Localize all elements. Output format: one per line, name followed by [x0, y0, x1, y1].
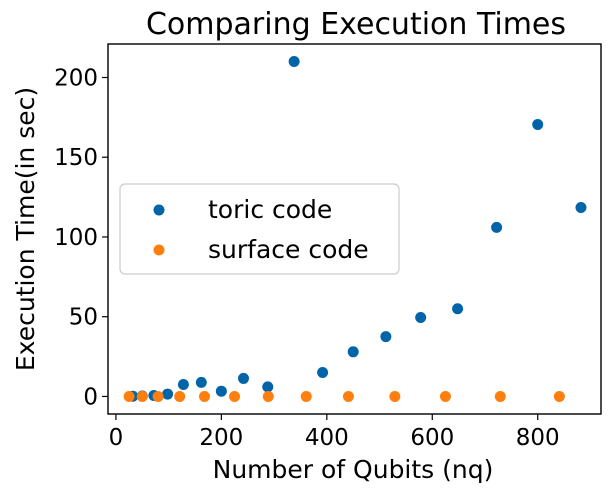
y-tick-label: 0	[83, 384, 98, 410]
data-point	[439, 390, 451, 402]
data-point	[491, 221, 503, 233]
plot-frame	[107, 43, 602, 415]
x-tick-label: 400	[305, 425, 349, 451]
data-point	[123, 390, 135, 402]
data-point	[238, 372, 250, 384]
legend-marker-surface-code	[153, 244, 165, 256]
x-axis-title: Number of Qubits (nq)	[213, 455, 494, 484]
x-tick-label: 200	[199, 425, 243, 451]
data-point	[198, 390, 210, 402]
data-point	[162, 388, 174, 400]
legend-label-surface-code: surface code	[208, 235, 369, 264]
series-layer	[123, 56, 587, 402]
data-point	[177, 378, 189, 390]
data-point	[136, 390, 148, 402]
data-point	[389, 390, 401, 402]
legend-label-toric-code: toric code	[208, 195, 332, 224]
data-point	[575, 201, 587, 213]
y-tick-label: 200	[54, 65, 98, 91]
data-point	[262, 381, 274, 393]
y-tick-label: 150	[54, 145, 98, 171]
x-axis-ticks: 0 200 400 600 800	[109, 414, 560, 451]
legend: toric code surface code	[119, 183, 400, 275]
data-point	[532, 119, 544, 131]
chart-title: Comparing Execution Times	[146, 7, 566, 42]
legend-marker-toric-code	[153, 204, 165, 216]
data-point	[288, 56, 300, 68]
data-point	[300, 390, 312, 402]
legend-frame	[119, 183, 400, 275]
x-tick-label: 0	[109, 425, 124, 451]
x-tick-label: 600	[410, 425, 454, 451]
data-point	[262, 390, 274, 402]
data-point	[317, 367, 329, 379]
data-point	[342, 390, 354, 402]
data-point	[195, 376, 207, 388]
data-point	[494, 390, 506, 402]
y-tick-label: 100	[54, 225, 98, 251]
plot-area: 0 200 400 600 800 0 50 100 150 200	[54, 43, 602, 451]
data-point	[152, 390, 164, 402]
data-point	[452, 303, 464, 315]
data-point	[229, 390, 241, 402]
data-point	[380, 331, 392, 343]
x-tick-label: 800	[516, 425, 560, 451]
data-point	[415, 312, 427, 324]
data-point	[553, 390, 565, 402]
series-surface-code	[123, 390, 565, 402]
y-axis-ticks: 0 50 100 150 200	[54, 65, 108, 410]
y-tick-label: 50	[69, 305, 98, 331]
y-axis-title: Execution Time(in sec)	[11, 87, 40, 371]
data-point	[174, 390, 186, 402]
data-point	[215, 385, 227, 397]
data-point	[347, 346, 359, 358]
